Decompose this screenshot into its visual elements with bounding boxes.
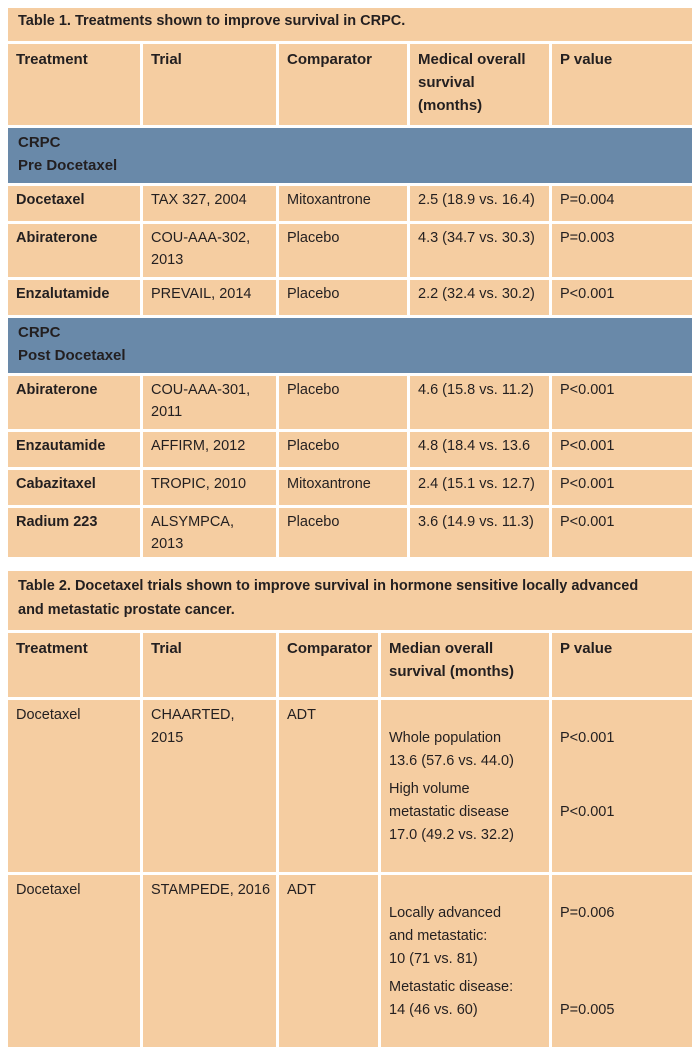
table-row: Docetaxel TAX 327, 2004 Mitoxantrone 2.5…: [8, 186, 693, 221]
cell-comparator: Placebo: [279, 376, 407, 429]
cell-mos: 4.6 (15.8 vs. 11.2): [410, 376, 549, 429]
pvalue-1: P<0.001: [560, 730, 615, 746]
table2-header-trial: Trial: [143, 633, 276, 697]
page: Table 1. Treatments shown to improve sur…: [5, 5, 695, 1050]
cell-trial: CHAARTED, 2015: [143, 700, 276, 872]
cell-mos: 2.5 (18.9 vs. 16.4): [410, 186, 549, 221]
table-row: Docetaxel CHAARTED, 2015 ADT Whole popul…: [8, 700, 693, 872]
table-row: Enzautamide AFFIRM, 2012 Placebo 4.8 (18…: [8, 432, 693, 467]
cell-mos: 2.2 (32.4 vs. 30.2): [410, 280, 549, 315]
cell-mos: 4.3 (34.7 vs. 30.3): [410, 224, 549, 277]
cell-mos: Locally advanced and metastatic: 10 (71 …: [381, 875, 549, 1047]
section-label-post-docetaxel: CRPC Post Docetaxel: [8, 318, 693, 373]
cell-comparator: Placebo: [279, 508, 407, 557]
cell-pvalue: P<0.001: [552, 508, 693, 557]
cell-comparator: Placebo: [279, 432, 407, 467]
section-row-post-docetaxel: CRPC Post Docetaxel: [8, 318, 693, 373]
cell-treatment: Abiraterone: [8, 224, 140, 277]
table1-header-trial: Trial: [143, 44, 276, 125]
table2-header-row: Treatment Trial Comparator Median overal…: [8, 633, 693, 697]
cell-comparator: Placebo: [279, 224, 407, 277]
table1-header-treatment: Treatment: [8, 44, 140, 125]
cell-treatment: Docetaxel: [8, 700, 140, 872]
table1-title: Table 1. Treatments shown to improve sur…: [8, 8, 693, 41]
cell-treatment: Radium 223: [8, 508, 140, 557]
mos-subgroup-2: Metastatic disease: 14 (46 vs. 60): [389, 979, 514, 1018]
cell-mos: 3.6 (14.9 vs. 11.3): [410, 508, 549, 557]
table1-header-mos: Medical overall survival (months): [410, 44, 549, 125]
cell-comparator: ADT: [279, 875, 378, 1047]
cell-pvalue: P<0.001: [552, 432, 693, 467]
cell-trial: STAMPEDE, 2016: [143, 875, 276, 1047]
cell-comparator: Mitoxantrone: [279, 186, 407, 221]
table1-title-row: Table 1. Treatments shown to improve sur…: [8, 8, 693, 41]
cell-mos: Whole population 13.6 (57.6 vs. 44.0) Hi…: [381, 700, 549, 872]
cell-treatment: Docetaxel: [8, 875, 140, 1047]
table-row: Abiraterone COU-AAA-301, 2011 Placebo 4.…: [8, 376, 693, 429]
table2-header-pvalue: P value: [552, 633, 693, 697]
table2: Table 2. Docetaxel trials shown to impro…: [5, 568, 695, 1050]
cell-mos: 4.8 (18.4 vs. 13.6: [410, 432, 549, 467]
table2-header-comparator: Comparator: [279, 633, 378, 697]
pvalue-1: P=0.006: [560, 905, 615, 921]
mos-subgroup-1: Whole population 13.6 (57.6 vs. 44.0): [389, 730, 514, 769]
cell-pvalue: P<0.001: [552, 376, 693, 429]
table2-header-treatment: Treatment: [8, 633, 140, 697]
cell-pvalue: P<0.001 P<0.001: [552, 700, 693, 872]
table-row: Cabazitaxel TROPIC, 2010 Mitoxantrone 2.…: [8, 470, 693, 505]
cell-trial: AFFIRM, 2012: [143, 432, 276, 467]
cell-pvalue: P<0.001: [552, 470, 693, 505]
table2-title-row: Table 2. Docetaxel trials shown to impro…: [8, 571, 693, 630]
cell-comparator: ADT: [279, 700, 378, 872]
table1-header-comparator: Comparator: [279, 44, 407, 125]
cell-pvalue: P=0.006 P=0.005: [552, 875, 693, 1047]
table2-header-mos: Median overall survival (months): [381, 633, 549, 697]
section-row-pre-docetaxel: CRPC Pre Docetaxel: [8, 128, 693, 183]
table1: Table 1. Treatments shown to improve sur…: [5, 5, 695, 560]
cell-trial: COU-AAA-301, 2011: [143, 376, 276, 429]
table2-title: Table 2. Docetaxel trials shown to impro…: [8, 571, 693, 630]
mos-subgroup-2: High volume metastatic disease 17.0 (49.…: [389, 781, 514, 843]
cell-treatment: Cabazitaxel: [8, 470, 140, 505]
cell-treatment: Abiraterone: [8, 376, 140, 429]
table-row: Abiraterone COU-AAA-302, 2013 Placebo 4.…: [8, 224, 693, 277]
cell-trial: TAX 327, 2004: [143, 186, 276, 221]
cell-pvalue: P<0.001: [552, 280, 693, 315]
mos-subgroup-1: Locally advanced and metastatic: 10 (71 …: [389, 905, 502, 967]
cell-pvalue: P=0.004: [552, 186, 693, 221]
table-row: Radium 223 ALSYMPCA, 2013 Placebo 3.6 (1…: [8, 508, 693, 557]
section-label-pre-docetaxel: CRPC Pre Docetaxel: [8, 128, 693, 183]
table1-header-pvalue: P value: [552, 44, 693, 125]
table-row: Docetaxel STAMPEDE, 2016 ADT Locally adv…: [8, 875, 693, 1047]
cell-treatment: Enzalutamide: [8, 280, 140, 315]
cell-mos: 2.4 (15.1 vs. 12.7): [410, 470, 549, 505]
cell-comparator: Placebo: [279, 280, 407, 315]
cell-trial: TROPIC, 2010: [143, 470, 276, 505]
cell-trial: COU-AAA-302, 2013: [143, 224, 276, 277]
cell-pvalue: P=0.003: [552, 224, 693, 277]
cell-treatment: Docetaxel: [8, 186, 140, 221]
pvalue-2: P=0.005: [560, 1002, 615, 1018]
table-row: Enzalutamide PREVAIL, 2014 Placebo 2.2 (…: [8, 280, 693, 315]
cell-trial: ALSYMPCA, 2013: [143, 508, 276, 557]
pvalue-2: P<0.001: [560, 804, 615, 820]
table1-header-row: Treatment Trial Comparator Medical overa…: [8, 44, 693, 125]
cell-trial: PREVAIL, 2014: [143, 280, 276, 315]
cell-comparator: Mitoxantrone: [279, 470, 407, 505]
cell-treatment: Enzautamide: [8, 432, 140, 467]
